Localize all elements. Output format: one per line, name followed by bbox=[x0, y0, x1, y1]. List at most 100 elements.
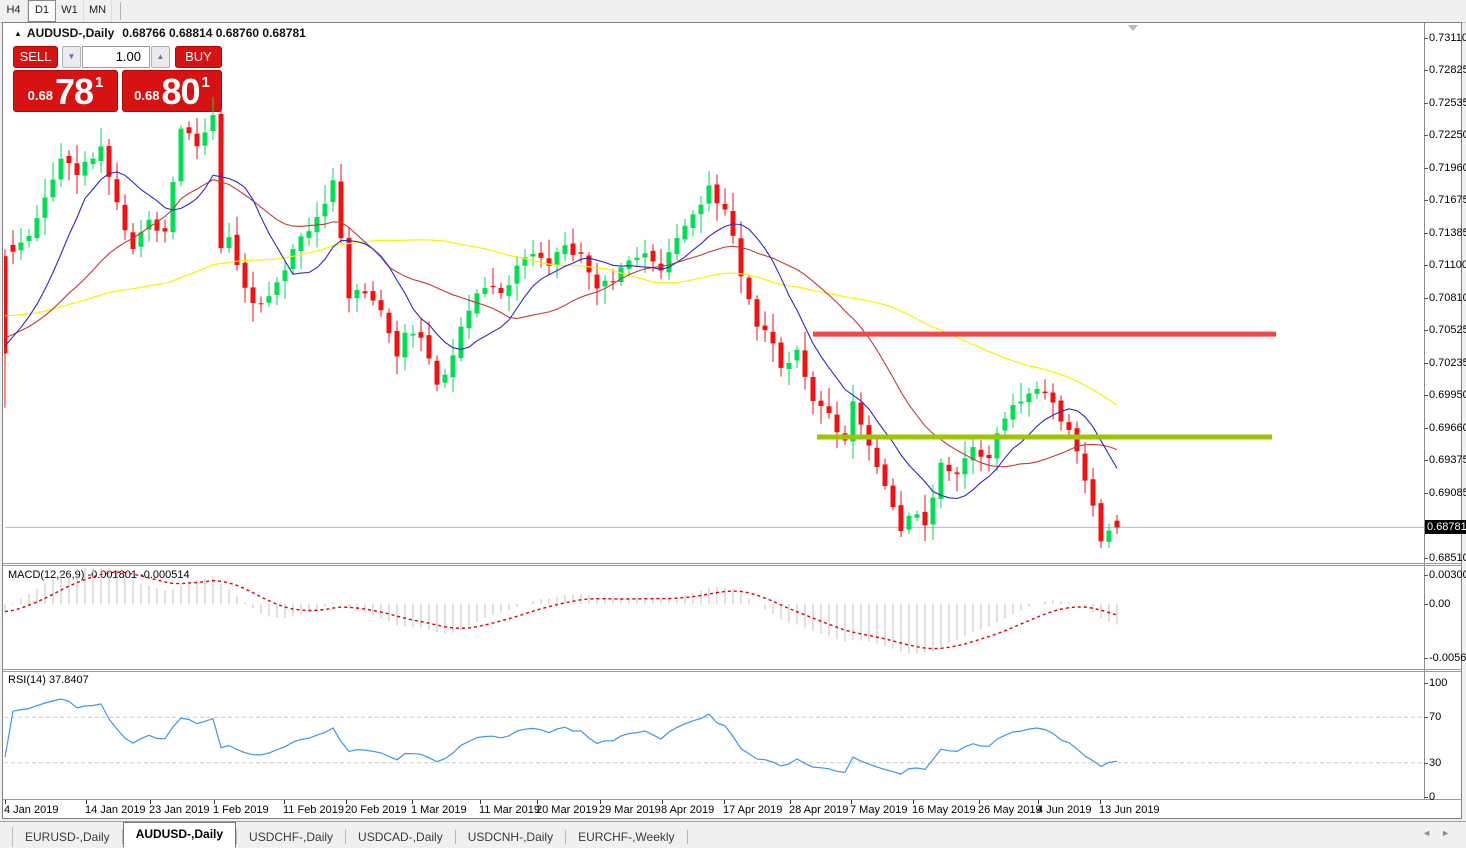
timeframe-tab-w1[interactable]: W1 bbox=[56, 0, 84, 22]
sell-price-prefix: 0.68 bbox=[27, 88, 53, 103]
axis-tick bbox=[1424, 168, 1428, 169]
price-axis-label: 0.69375 bbox=[1429, 454, 1466, 467]
toolbar-divider bbox=[120, 2, 121, 20]
date-axis-label: 26 May 2019 bbox=[978, 804, 1042, 816]
volume-increase-button[interactable]: ▲ bbox=[151, 46, 170, 68]
one-click-trading-panel: SELL ▼ 1.00 ▲ BUY 0.68 78 1 0.68 80 1 bbox=[13, 46, 222, 112]
candles-layer bbox=[4, 97, 1120, 549]
rsi-axis-label: 70 bbox=[1429, 711, 1442, 724]
buy-button[interactable]: BUY bbox=[175, 46, 222, 68]
pane-separator[interactable] bbox=[3, 565, 1462, 566]
tab-scroll-right-icon[interactable]: ► bbox=[1441, 828, 1460, 838]
buy-price-button[interactable]: 0.68 80 1 bbox=[122, 70, 222, 112]
date-axis-tick bbox=[346, 800, 347, 804]
ma-mid-line[interactable] bbox=[4, 179, 1118, 468]
rsi-pane-canvas[interactable] bbox=[4, 672, 1424, 799]
axis-tick bbox=[1424, 38, 1428, 39]
date-axis-tick bbox=[1100, 800, 1101, 804]
chart-tab-usdcnh[interactable]: USDCNH-,Daily bbox=[467, 830, 554, 844]
timeframe-tab-d1[interactable]: D1 bbox=[28, 0, 56, 22]
tab-scroll-buttons: ◄► bbox=[1422, 828, 1460, 838]
axis-tick bbox=[1424, 604, 1428, 605]
timeframe-tab-h4[interactable]: H4 bbox=[0, 0, 28, 22]
volume-input[interactable]: 1.00 bbox=[82, 46, 150, 68]
axis-tick bbox=[1424, 762, 1428, 764]
price-axis-divider bbox=[1424, 23, 1425, 799]
date-axis-tick bbox=[1038, 800, 1039, 804]
buy-price-big: 80 bbox=[161, 71, 200, 112]
chart-tab-eurchf[interactable]: EURCHF-,Weekly bbox=[578, 830, 675, 844]
axis-tick bbox=[1424, 70, 1428, 72]
axis-tick bbox=[1424, 233, 1428, 234]
ma-fast-line[interactable] bbox=[4, 171, 1118, 500]
volume-decrease-button[interactable]: ▼ bbox=[62, 46, 81, 68]
pane-separator[interactable] bbox=[3, 563, 1462, 564]
date-axis-label: 8 Apr 2019 bbox=[661, 804, 715, 816]
tab-separator bbox=[236, 830, 238, 844]
date-axis-label: 4 Jun 2019 bbox=[1037, 804, 1092, 816]
chart-tab-usdcad[interactable]: USDCAD-,Daily bbox=[358, 830, 443, 844]
macd-label: MACD(12,26,9) -0.001801 -0.000514 bbox=[8, 569, 190, 581]
date-axis-label: 29 Mar 2019 bbox=[599, 804, 661, 816]
price-axis-label: 0.72535 bbox=[1429, 97, 1466, 109]
rsi-axis-label: 30 bbox=[1429, 756, 1442, 769]
axis-tick bbox=[1424, 330, 1428, 332]
date-axis-tick bbox=[600, 800, 601, 804]
sell-button[interactable]: SELL bbox=[13, 46, 58, 68]
axis-tick bbox=[1424, 265, 1428, 267]
buy-price-prefix: 0.68 bbox=[134, 88, 160, 103]
axis-tick bbox=[1424, 575, 1428, 577]
macd-pane-canvas[interactable] bbox=[4, 567, 1424, 668]
pane-separator[interactable] bbox=[3, 669, 1462, 670]
tab-separator bbox=[565, 830, 567, 844]
date-axis-tick bbox=[537, 800, 538, 804]
date-axis-tick bbox=[851, 800, 852, 804]
date-axis-label: 11 Mar 2019 bbox=[479, 804, 540, 816]
price-axis-label: 0.71960 bbox=[1429, 162, 1466, 174]
date-axis-tick bbox=[790, 800, 791, 804]
chart-window[interactable] bbox=[2, 22, 1462, 819]
collapse-icon[interactable]: ▲ bbox=[14, 29, 22, 38]
chart-shift-marker-icon[interactable] bbox=[1128, 25, 1138, 31]
tab-scroll-left-icon[interactable]: ◄ bbox=[1422, 828, 1442, 838]
macd-signal-line bbox=[4, 571, 1118, 650]
date-axis-label: 4 Jan 2019 bbox=[4, 804, 59, 816]
ma-slow-line[interactable] bbox=[4, 239, 1118, 406]
axis-tick bbox=[1424, 298, 1428, 299]
date-axis-tick bbox=[150, 800, 151, 804]
axis-tick bbox=[1424, 717, 1428, 719]
date-axis-label: 20 Feb 2019 bbox=[345, 804, 407, 816]
chevron-down-icon: ▼ bbox=[67, 52, 76, 61]
tab-separator bbox=[686, 830, 688, 844]
date-axis-label: 16 May 2019 bbox=[912, 804, 976, 816]
price-axis-label: 0.69660 bbox=[1429, 422, 1466, 434]
date-axis-label: 28 Apr 2019 bbox=[789, 804, 849, 816]
date-axis-tick bbox=[979, 800, 980, 804]
date-axis-tick bbox=[913, 800, 914, 804]
rsi-line bbox=[4, 698, 1118, 775]
macd-axis-label: 0.00 bbox=[1429, 598, 1451, 610]
price-axis-label: 0.72825 bbox=[1429, 64, 1466, 77]
date-axis-label: 20 Mar 2019 bbox=[536, 804, 598, 816]
axis-tick bbox=[1424, 460, 1428, 462]
date-axis-tick bbox=[724, 800, 725, 804]
chart-tab-eurusd[interactable]: EURUSD-,Daily bbox=[25, 830, 110, 844]
tab-separator bbox=[121, 830, 123, 844]
sell-price-button[interactable]: 0.68 78 1 bbox=[13, 70, 118, 112]
pane-separator[interactable] bbox=[3, 671, 1462, 672]
macd-axis-label: 0.003003 bbox=[1429, 569, 1466, 582]
chart-tab-audusd[interactable]: AUDUSD-,Daily bbox=[122, 822, 237, 848]
axis-tick bbox=[1424, 683, 1428, 684]
main-chart-canvas[interactable] bbox=[4, 24, 1424, 563]
price-axis-label: 0.71385 bbox=[1429, 227, 1466, 239]
sell-price-big: 78 bbox=[54, 71, 94, 112]
price-axis-label: 0.70235 bbox=[1429, 357, 1466, 369]
date-axis-label: 14 Jan 2019 bbox=[85, 804, 146, 816]
chevron-up-icon: ▲ bbox=[156, 52, 165, 61]
chart-tab-usdchf[interactable]: USDCHF-,Daily bbox=[249, 830, 334, 844]
date-axis-label: 17 Apr 2019 bbox=[723, 804, 783, 816]
price-axis-label: 0.71675 bbox=[1429, 194, 1466, 207]
axis-tick bbox=[1424, 428, 1428, 429]
timeframe-tab-mn[interactable]: MN bbox=[84, 0, 112, 22]
